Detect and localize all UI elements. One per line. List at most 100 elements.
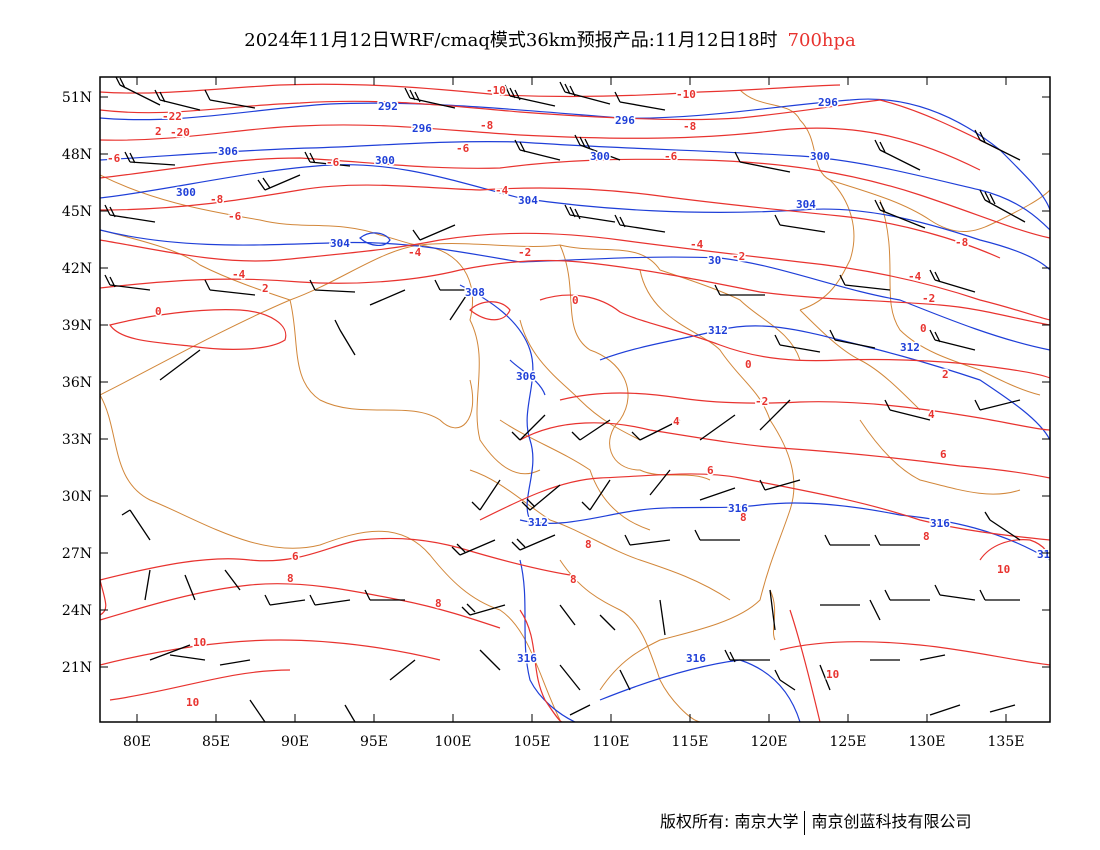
height-label: 316 (930, 517, 950, 530)
geopotential-contours (100, 98, 1050, 722)
temp-label: 6 (707, 464, 714, 477)
temp-label: -8 (955, 236, 968, 249)
temp-label: 0 (920, 322, 927, 335)
x-tick-label: 100E (435, 734, 472, 750)
temperature-labels: -22 2 -20 -10 -10 -8 -8 -8 -8 -6 -6 -6 -… (106, 83, 1012, 711)
temp-label: 0 (572, 294, 579, 307)
temp-label: 10 (997, 563, 1010, 576)
height-label: 316 (517, 652, 537, 665)
temp-label: -8 (683, 120, 696, 133)
height-label: 304 (330, 237, 350, 250)
height-label: 312 (708, 324, 728, 337)
temp-label: 10 (186, 696, 199, 709)
height-label: 300 (590, 150, 610, 163)
temp-label: -2 (518, 246, 531, 259)
temp-label: 2 (155, 125, 162, 138)
pressure-level-label: 700hpa (787, 30, 856, 51)
temp-label: -4 (690, 238, 704, 251)
y-tick-label: 27N (62, 546, 92, 562)
y-tick-label: 36N (62, 375, 92, 391)
map-title: 2024年11月12日WRF/cmaq模式36km预报产品:11月12日18时 7… (0, 26, 1100, 52)
copyright-footer: 版权所有: 南京大学 南京创蓝科技有限公司 (660, 808, 972, 835)
temp-label: -6 (664, 150, 678, 163)
height-label: 296 (412, 122, 432, 135)
x-tick-label: 125E (830, 734, 867, 750)
y-tick-label: 33N (62, 432, 92, 448)
height-label: 296 (818, 96, 838, 109)
height-label: 304 (518, 194, 538, 207)
temp-label: 2 (262, 282, 269, 295)
temp-label: 8 (923, 530, 930, 543)
x-tick-label: 80E (123, 734, 151, 750)
height-label: 312 (900, 341, 920, 354)
x-tick-label: 130E (909, 734, 946, 750)
temp-label: 8 (435, 597, 442, 610)
height-label: 306 (516, 370, 536, 383)
height-label: 316 (1037, 548, 1057, 561)
y-tick-label: 39N (62, 318, 92, 334)
x-tick-label: 90E (281, 734, 309, 750)
x-tick-label: 110E (593, 734, 630, 750)
x-tick-label: 120E (751, 734, 788, 750)
temp-label: -6 (228, 210, 242, 223)
temp-label: 10 (193, 636, 206, 649)
temp-label: 10 (826, 668, 839, 681)
temp-label: -8 (210, 193, 223, 206)
height-label: 316 (728, 502, 748, 515)
temp-label: -6 (326, 156, 340, 169)
copyright-right: 南京创蓝科技有限公司 (811, 812, 972, 831)
temp-label: -2 (755, 395, 768, 408)
height-label: 300 (176, 186, 196, 199)
x-tick-label: 115E (672, 734, 709, 750)
temp-label: 2 (942, 368, 949, 381)
temp-label: 8 (740, 511, 747, 524)
height-label: 300 (375, 154, 395, 167)
temp-label: 4 (673, 415, 680, 428)
temp-label: 6 (940, 448, 947, 461)
temp-label: -4 (232, 268, 246, 281)
temperature-contours (100, 83, 1050, 722)
temp-label: 8 (570, 573, 577, 586)
y-axis-labels: 51N 48N 45N 42N 39N 36N 33N 30N 27N 24N … (62, 90, 92, 676)
geopotential-labels: 292 296 296 296 300 300 300 300 304 304 … (175, 95, 1057, 667)
temp-label: -2 (922, 292, 935, 305)
temp-label: -10 (676, 88, 696, 101)
height-label: 306 (218, 145, 238, 158)
height-label: 30 (708, 254, 721, 267)
height-label: 312 (528, 516, 548, 529)
footer-separator (804, 810, 806, 835)
temp-label: 8 (287, 572, 294, 585)
y-tick-label: 21N (62, 660, 92, 676)
boundary-lines (100, 89, 1050, 722)
temp-label: -4 (408, 246, 422, 259)
y-tick-label: 51N (62, 90, 92, 106)
temp-label: -4 (908, 270, 922, 283)
y-tick-label: 30N (62, 489, 92, 505)
temp-label: -6 (456, 142, 470, 155)
y-tick-label: 42N (62, 261, 92, 277)
plot-frame (99, 76, 1051, 723)
title-text: 2024年11月12日WRF/cmaq模式36km预报产品:11月12日18时 (244, 30, 778, 51)
copyright-left: 版权所有: 南京大学 (660, 812, 799, 831)
height-label: 292 (378, 100, 398, 113)
y-tick-label: 45N (62, 204, 92, 220)
x-tick-label: 85E (202, 734, 230, 750)
wind-barbs (104, 77, 1026, 722)
temp-label: -22 (162, 110, 182, 123)
temp-label: 4 (928, 408, 935, 421)
temp-label: -2 (732, 250, 745, 263)
height-label: 296 (615, 114, 635, 127)
x-tick-label: 95E (360, 734, 388, 750)
y-tick-label: 24N (62, 603, 92, 619)
height-label: 316 (686, 652, 706, 665)
temp-label: 6 (292, 550, 299, 563)
temp-label: 0 (155, 305, 162, 318)
height-label: 304 (796, 198, 816, 211)
x-tick-label: 135E (988, 734, 1025, 750)
temp-label: 0 (745, 358, 752, 371)
temp-label: -6 (107, 152, 121, 165)
temp-label: -4 (495, 184, 509, 197)
temp-label: -10 (486, 84, 506, 97)
y-tick-label: 48N (62, 147, 92, 163)
